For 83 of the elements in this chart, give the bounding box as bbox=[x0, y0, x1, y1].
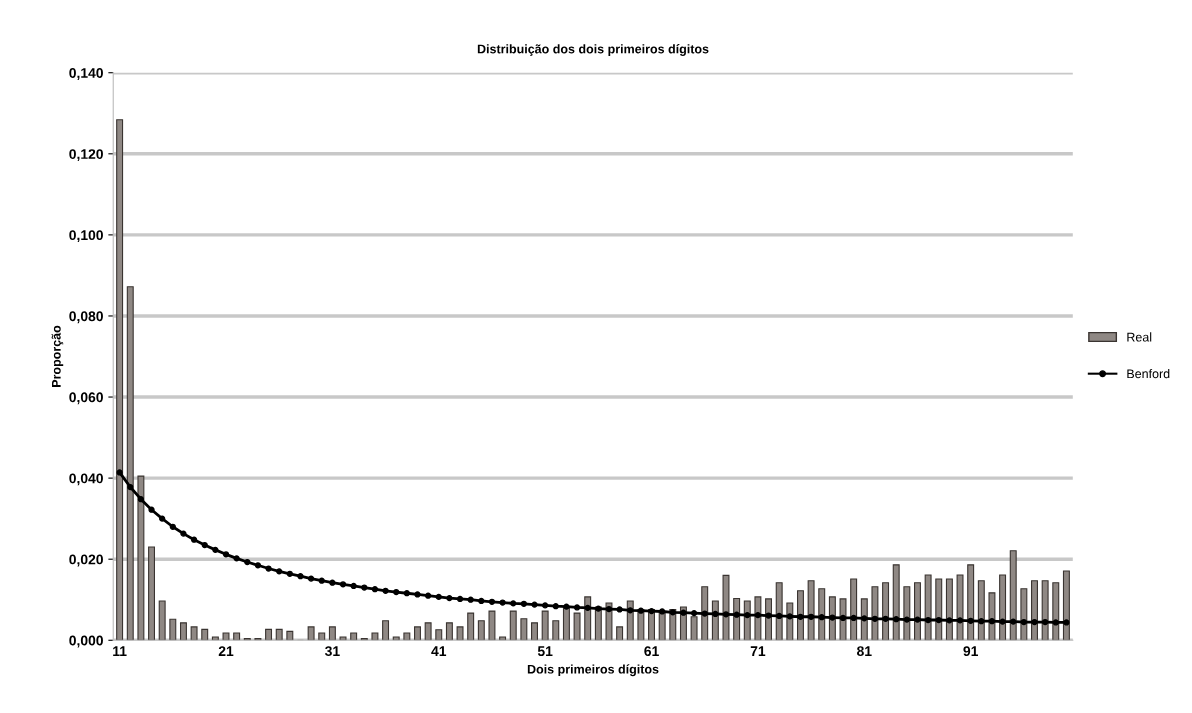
bar bbox=[1041, 580, 1049, 641]
bar bbox=[477, 620, 485, 641]
bar bbox=[190, 626, 198, 641]
bar bbox=[935, 578, 943, 641]
bar bbox=[371, 632, 379, 641]
bar bbox=[807, 580, 815, 641]
x-tick-label: 71 bbox=[750, 646, 766, 656]
bar bbox=[488, 610, 496, 641]
bar bbox=[211, 636, 219, 641]
bar bbox=[552, 620, 560, 641]
y-tick-label: 0,000 bbox=[69, 635, 103, 648]
bar bbox=[616, 626, 624, 641]
bar bbox=[328, 626, 336, 641]
bar bbox=[265, 628, 273, 641]
bar bbox=[445, 622, 453, 641]
bar bbox=[318, 632, 326, 641]
bar bbox=[871, 586, 879, 641]
bar bbox=[339, 636, 347, 641]
bar bbox=[1031, 580, 1038, 641]
bar bbox=[967, 564, 975, 641]
bar bbox=[179, 622, 187, 641]
bar bbox=[456, 626, 464, 641]
legend-label: Real bbox=[1127, 332, 1152, 342]
bar bbox=[414, 626, 421, 641]
chart-title: Distribuição dos dois primeiros dígitos bbox=[477, 44, 709, 56]
bar bbox=[116, 119, 124, 641]
bar bbox=[158, 600, 166, 641]
bar bbox=[286, 630, 294, 641]
bar bbox=[403, 632, 411, 641]
bar bbox=[126, 286, 134, 641]
bar bbox=[988, 592, 996, 641]
bar bbox=[467, 612, 475, 641]
bar bbox=[222, 632, 230, 641]
bar bbox=[424, 622, 432, 641]
bar bbox=[392, 636, 400, 641]
x-tick-label: 41 bbox=[431, 646, 447, 656]
y-tick-label: 0,140 bbox=[69, 68, 103, 80]
bar bbox=[531, 622, 538, 641]
bar bbox=[148, 546, 156, 641]
bar bbox=[307, 626, 315, 641]
bar bbox=[520, 618, 528, 641]
bar bbox=[137, 475, 145, 641]
bar bbox=[435, 629, 443, 641]
bar bbox=[977, 580, 985, 641]
x-tick-label: 61 bbox=[644, 646, 659, 657]
x-tick-label: 31 bbox=[324, 646, 340, 657]
bar bbox=[882, 582, 890, 641]
bar bbox=[850, 578, 858, 641]
legend-label: Benford bbox=[1127, 369, 1170, 379]
y-tick-label: 0,060 bbox=[69, 392, 103, 405]
x-tick-label: 91 bbox=[963, 646, 979, 657]
bar bbox=[903, 586, 911, 641]
x-axis-title: Dois primeiros dígitos bbox=[527, 664, 659, 677]
bar bbox=[233, 632, 241, 641]
bar bbox=[999, 574, 1007, 641]
y-tick-label: 0,100 bbox=[69, 230, 103, 243]
bar bbox=[914, 582, 921, 641]
bar bbox=[275, 628, 283, 641]
bar bbox=[1009, 550, 1017, 641]
bar bbox=[201, 628, 209, 641]
y-tick-label: 0,120 bbox=[69, 149, 103, 161]
bar bbox=[169, 618, 177, 641]
bar bbox=[1062, 570, 1070, 641]
y-tick-label: 0,020 bbox=[69, 554, 103, 567]
y-tick-label: 0,040 bbox=[69, 473, 103, 486]
bar bbox=[722, 574, 730, 641]
bar bbox=[499, 636, 507, 641]
bar bbox=[956, 574, 964, 641]
x-tick-label: 21 bbox=[218, 646, 234, 656]
y-tick-label: 0,080 bbox=[69, 311, 103, 324]
bar bbox=[924, 574, 932, 641]
bar bbox=[818, 588, 826, 641]
bar bbox=[509, 610, 517, 641]
bar bbox=[350, 632, 358, 641]
x-tick-label: 81 bbox=[857, 646, 872, 657]
x-tick-label: 11 bbox=[113, 646, 127, 656]
bar bbox=[382, 620, 390, 641]
y-axis-title: Proporção bbox=[51, 325, 64, 387]
bar bbox=[1052, 582, 1060, 641]
bar bbox=[892, 564, 900, 641]
bar bbox=[945, 578, 953, 641]
x-tick-label: 51 bbox=[537, 646, 553, 657]
bar bbox=[775, 582, 783, 641]
